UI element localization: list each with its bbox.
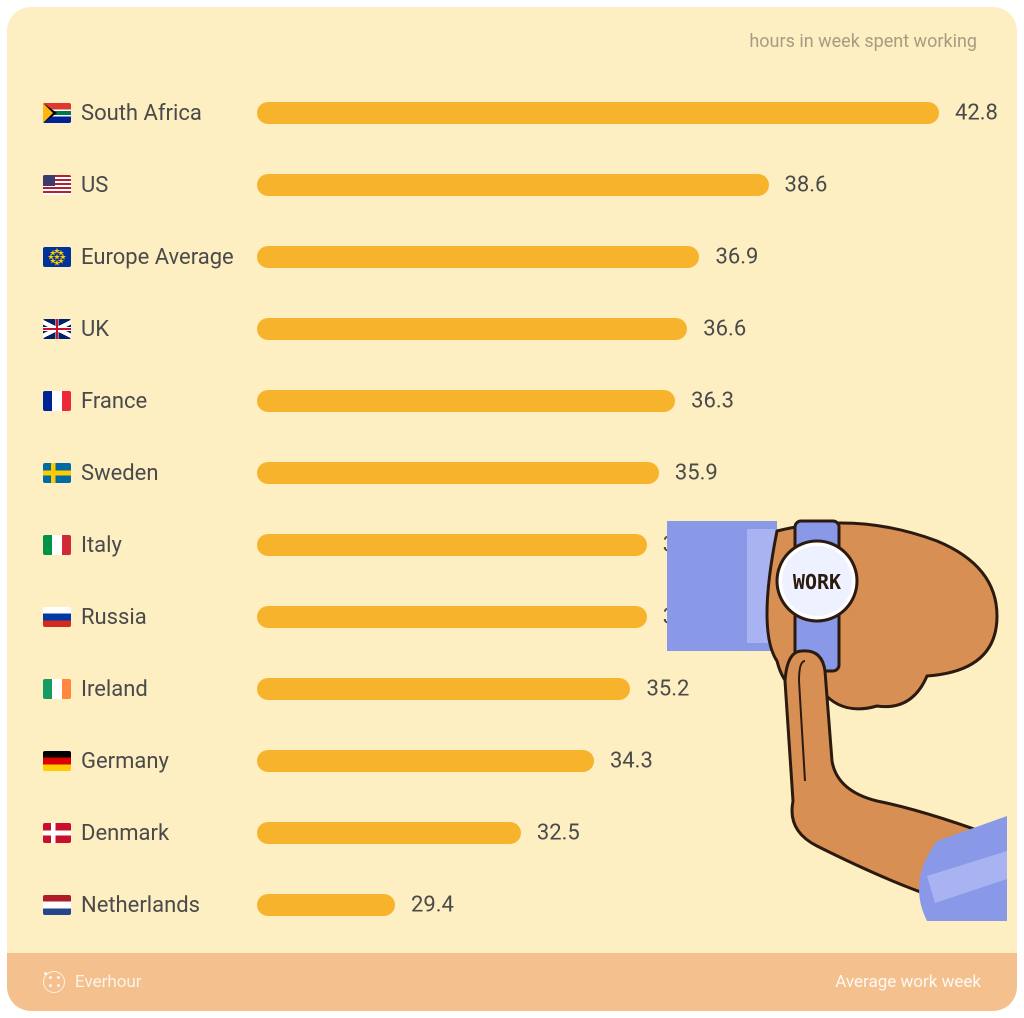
bar-area: 35.6 <box>257 606 981 628</box>
chart-row: Ireland 35.2 <box>43 653 981 725</box>
chart-row: US 38.6 <box>43 149 981 221</box>
flag-icon <box>43 895 71 915</box>
chart-row: South Africa 42.8 <box>43 77 981 149</box>
bar <box>257 606 647 628</box>
row-label-area: Italy <box>43 533 257 558</box>
country-label: UK <box>81 317 109 342</box>
bar-area: 35.6 <box>257 534 981 556</box>
value-label: 29.4 <box>411 893 454 918</box>
bar <box>257 390 675 412</box>
bar <box>257 534 647 556</box>
value-label: 35.6 <box>663 605 706 630</box>
bar-chart: South Africa 42.8 US 38.6 Europe Average 36.9… <box>43 77 981 941</box>
bar-area: 36.3 <box>257 390 981 412</box>
country-label: Ireland <box>81 677 148 702</box>
row-label-area: UK <box>43 317 257 342</box>
bar-area: 42.8 <box>257 102 981 124</box>
value-label: 36.3 <box>691 389 734 414</box>
country-label: Europe Average <box>81 245 234 270</box>
value-label: 38.6 <box>785 173 828 198</box>
brand-label: Everhour <box>75 972 142 992</box>
chart-subtitle: hours in week spent working <box>749 31 977 52</box>
bar-area: 34.3 <box>257 750 981 772</box>
row-label-area: US <box>43 173 257 198</box>
country-label: France <box>81 389 147 414</box>
chart-row: Italy 35.6 <box>43 509 981 581</box>
flag-icon <box>43 247 71 267</box>
brand-icon <box>43 971 65 993</box>
bar <box>257 462 659 484</box>
flag-icon <box>43 535 71 555</box>
flag-icon <box>43 463 71 483</box>
chart-row: Germany 34.3 <box>43 725 981 797</box>
row-label-area: South Africa <box>43 101 257 126</box>
country-label: Sweden <box>81 461 158 486</box>
bar <box>257 102 939 124</box>
bar-area: 36.9 <box>257 246 981 268</box>
value-label: 36.6 <box>703 317 746 342</box>
value-label: 36.9 <box>715 245 758 270</box>
row-label-area: Russia <box>43 605 257 630</box>
row-label-area: Ireland <box>43 677 257 702</box>
flag-icon <box>43 319 71 339</box>
value-label: 35.2 <box>646 677 689 702</box>
chart-row: Europe Average 36.9 <box>43 221 981 293</box>
bar-area: 29.4 <box>257 894 981 916</box>
row-label-area: Netherlands <box>43 893 257 918</box>
bar <box>257 750 594 772</box>
bar <box>257 174 769 196</box>
value-label: 42.8 <box>955 101 998 126</box>
flag-icon <box>43 679 71 699</box>
row-label-area: Europe Average <box>43 245 257 270</box>
bar <box>257 318 687 340</box>
country-label: US <box>81 173 108 198</box>
bar <box>257 822 521 844</box>
country-label: Germany <box>81 749 169 774</box>
chart-row: France 36.3 <box>43 365 981 437</box>
card-footer: Everhour Average work week <box>7 953 1017 1011</box>
row-label-area: France <box>43 389 257 414</box>
bar-area: 35.9 <box>257 462 981 484</box>
chart-row: Netherlands 29.4 <box>43 869 981 941</box>
bar <box>257 678 630 700</box>
flag-icon <box>43 823 71 843</box>
value-label: 35.9 <box>675 461 718 486</box>
bar-area: 36.6 <box>257 318 981 340</box>
row-label-area: Denmark <box>43 821 257 846</box>
country-label: Denmark <box>81 821 169 846</box>
row-label-area: Sweden <box>43 461 257 486</box>
value-label: 32.5 <box>537 821 580 846</box>
bar <box>257 894 395 916</box>
bar <box>257 246 699 268</box>
flag-icon <box>43 175 71 195</box>
flag-icon <box>43 391 71 411</box>
chart-row: Russia 35.6 <box>43 581 981 653</box>
country-label: Netherlands <box>81 893 200 918</box>
bar-area: 35.2 <box>257 678 981 700</box>
chart-row: Sweden 35.9 <box>43 437 981 509</box>
value-label: 34.3 <box>610 749 653 774</box>
country-label: South Africa <box>81 101 202 126</box>
chart-card: hours in week spent working South Africa… <box>7 7 1017 1011</box>
bar-area: 32.5 <box>257 822 981 844</box>
chart-row: UK 36.6 <box>43 293 981 365</box>
footer-caption: Average work week <box>835 972 981 992</box>
row-label-area: Germany <box>43 749 257 774</box>
bar-area: 38.6 <box>257 174 981 196</box>
flag-icon <box>43 103 71 123</box>
chart-row: Denmark 32.5 <box>43 797 981 869</box>
flag-icon <box>43 607 71 627</box>
brand-area: Everhour <box>43 971 142 993</box>
country-label: Italy <box>81 533 122 558</box>
country-label: Russia <box>81 605 147 630</box>
flag-icon <box>43 751 71 771</box>
value-label: 35.6 <box>663 533 706 558</box>
